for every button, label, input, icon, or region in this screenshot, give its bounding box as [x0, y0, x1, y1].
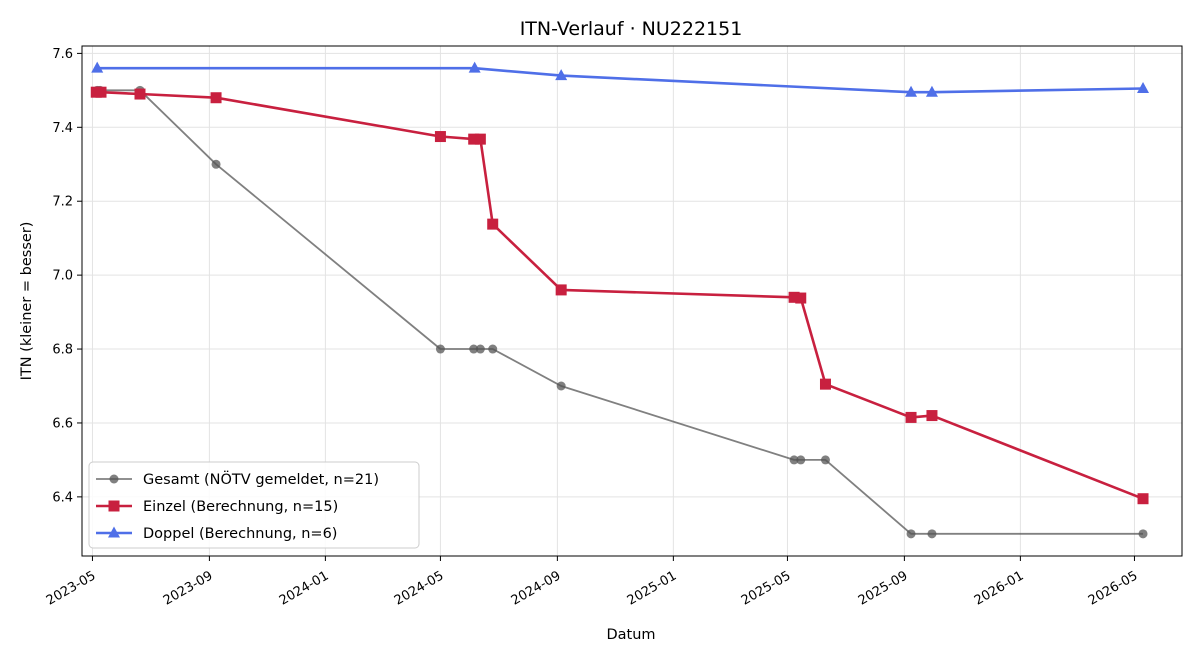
data-point-gesamt: [556, 381, 566, 391]
data-point-gesamt: [488, 344, 498, 354]
x-tick-label: 2025-05: [739, 568, 794, 608]
data-point-einzel: [468, 133, 480, 145]
legend-label: Gesamt (NÖTV gemeldet, n=21): [143, 470, 379, 488]
legend: Gesamt (NÖTV gemeldet, n=21) Einzel (Bere…: [88, 461, 420, 549]
data-point-doppel: [925, 85, 938, 97]
data-point-gesamt: [906, 529, 916, 539]
data-point-gesamt: [435, 344, 445, 354]
data-point-einzel: [555, 284, 567, 296]
series-doppel: [91, 61, 1150, 97]
data-point-gesamt: [211, 159, 221, 169]
data-point-einzel: [788, 291, 800, 303]
legend-item-gesamt: Gesamt (NÖTV gemeldet, n=21): [96, 470, 379, 488]
data-point-doppel: [468, 61, 481, 73]
legend-marker: [109, 474, 119, 484]
legend-marker: [108, 500, 120, 512]
data-point-einzel: [210, 92, 222, 104]
y-axis-title: ITN (kleiner = besser): [19, 222, 35, 381]
data-point-doppel: [555, 69, 568, 81]
series-line-doppel: [97, 66, 1144, 94]
data-point-einzel: [95, 86, 107, 98]
data-point-einzel: [474, 133, 486, 145]
data-point-einzel: [134, 88, 146, 100]
data-point-einzel: [926, 410, 938, 422]
x-axis: 2023-05 2023-09 2024-01 2024-05 2024-09 2025-…: [44, 556, 1141, 609]
legend-item-doppel: Doppel (Berechnung, n=6): [96, 526, 337, 542]
x-tick-label: 2023-05: [44, 568, 99, 608]
data-point-einzel: [487, 218, 499, 230]
y-tick-label: 6.6: [52, 416, 73, 431]
x-tick-label: 2025-01: [625, 568, 680, 608]
data-point-gesamt: [820, 455, 830, 465]
series-line-einzel: [96, 90, 1144, 500]
x-tick-label: 2024-05: [392, 568, 447, 608]
y-tick-label: 6.4: [52, 490, 73, 505]
legend-label: Einzel (Berechnung, n=15): [143, 499, 338, 515]
data-point-einzel: [1137, 493, 1149, 505]
x-tick-label: 2023-09: [161, 568, 216, 608]
chart-title: ITN-Verlauf · NU222151: [520, 18, 743, 40]
data-point-doppel: [905, 85, 918, 97]
data-point-einzel: [819, 378, 831, 390]
x-tick-label: 2026-01: [972, 568, 1027, 608]
y-tick-label: 7.6: [52, 47, 73, 62]
legend-marker: [108, 526, 120, 538]
x-tick-label: 2025-09: [856, 568, 911, 608]
series-layer: [90, 61, 1150, 539]
x-tick-label: 2024-09: [509, 568, 564, 608]
y-tick-label: 7.4: [52, 121, 73, 136]
legend-box: [88, 461, 420, 549]
data-point-gesamt: [927, 529, 937, 539]
x-tick-label: 2024-01: [277, 568, 332, 608]
legend-item-einzel: Einzel (Berechnung, n=15): [96, 499, 338, 515]
data-point-gesamt: [796, 455, 806, 465]
data-point-gesamt: [789, 455, 799, 465]
y-axis: 6.4 6.6 6.8 7.0 7.2 7.4 7.6: [52, 47, 82, 505]
data-point-einzel: [905, 411, 917, 423]
x-tick-label: 2026-05: [1086, 568, 1141, 608]
data-point-gesamt: [1138, 529, 1148, 539]
y-tick-label: 7.2: [52, 195, 73, 210]
series-einzel: [90, 86, 1149, 505]
y-tick-label: 6.8: [52, 343, 73, 358]
legend-label: Doppel (Berechnung, n=6): [143, 526, 337, 542]
x-axis-title: Datum: [606, 627, 655, 643]
data-point-doppel: [91, 61, 104, 73]
y-tick-label: 7.0: [52, 269, 73, 284]
data-point-einzel: [434, 131, 446, 143]
data-point-gesamt: [469, 344, 479, 354]
data-point-doppel: [1137, 82, 1150, 93]
data-point-gesamt: [475, 344, 485, 354]
data-point-einzel: [795, 292, 807, 304]
plot-frame: [81, 45, 1183, 557]
